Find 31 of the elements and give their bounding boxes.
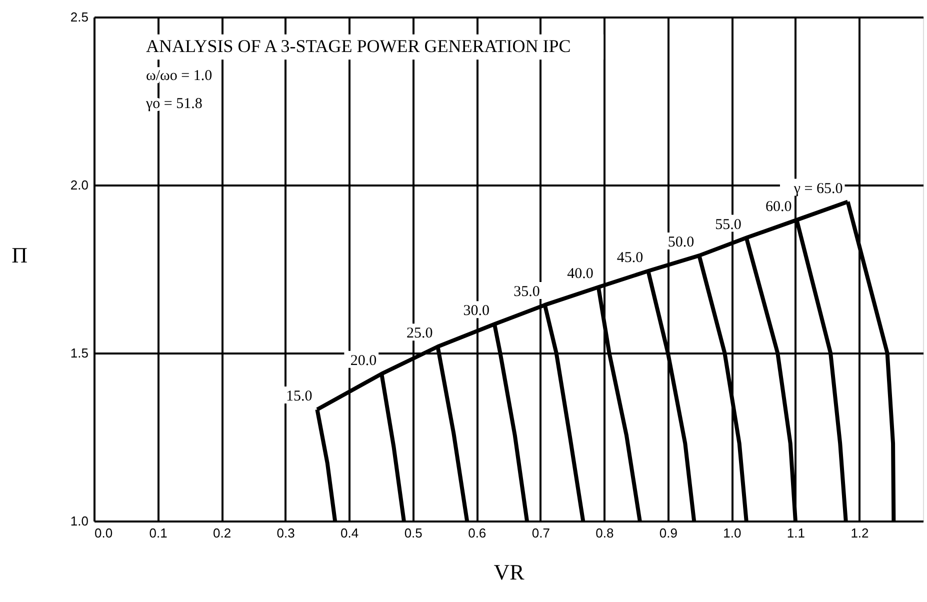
annotation: 55.0 [715, 216, 742, 233]
x-tick-label: 1.1 [786, 526, 805, 540]
x-tick-label: 0.7 [532, 526, 550, 540]
annotation: γ = 65.0 [792, 180, 843, 197]
x-tick-label: 0.9 [659, 526, 678, 540]
annotation: 15.0 [286, 388, 312, 404]
x-tick-label: 0.3 [276, 526, 295, 540]
y-tick-label: 2.0 [70, 178, 88, 192]
y-tick-label: 2.5 [70, 10, 88, 24]
annotation: 40.0 [567, 266, 594, 282]
x-axis-title: VR [494, 560, 525, 584]
x-tick-label: 1.0 [723, 526, 742, 540]
x-tick-label: 0.6 [468, 526, 486, 540]
x-tick-label: 0.5 [404, 526, 422, 540]
y-tick-label: 1.0 [70, 514, 88, 528]
annotation: 35.0 [514, 284, 540, 300]
y-axis-title: Π [12, 242, 28, 268]
text: ANALYSIS OF A 3-STAGE POWER GENERATION IPC [146, 36, 571, 56]
x-tick-label: 0.8 [596, 526, 614, 540]
y-tick-label: 1.5 [70, 346, 88, 360]
x-tick-label: 0.4 [340, 526, 359, 540]
annotation: 20.0 [350, 352, 377, 369]
annotation: 45.0 [616, 250, 644, 266]
annotation: 60.0 [765, 198, 792, 215]
x-tick-label: 0.0 [94, 526, 113, 540]
annotation: 30.0 [463, 303, 490, 320]
annotation: 25.0 [406, 326, 433, 342]
x-tick-label: 1.2 [850, 526, 869, 540]
annotation: 50.0 [668, 234, 694, 251]
x-tick-label: 0.1 [149, 526, 168, 540]
x-tick-label: 0.2 [213, 526, 232, 540]
